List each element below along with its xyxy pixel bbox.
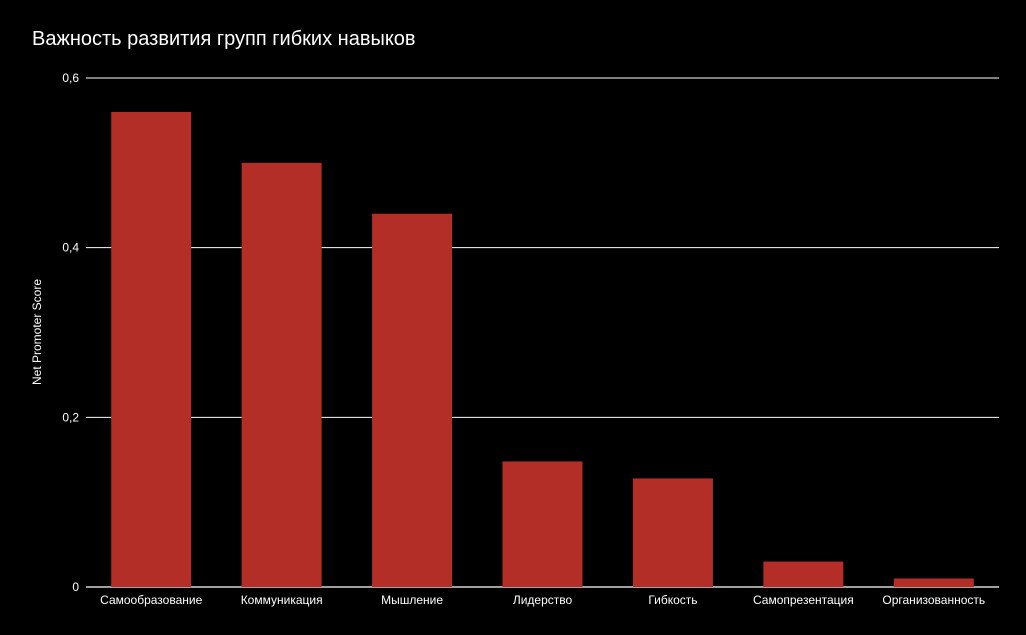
bar: [632, 478, 713, 587]
x-tick-label: Коммуникация: [241, 593, 323, 607]
bar: [763, 561, 844, 587]
bar: [372, 213, 453, 587]
chart-title: Важность развития групп гибких навыков: [32, 28, 416, 50]
y-tick-label: 0: [72, 580, 79, 594]
bar: [893, 578, 974, 587]
x-tick-label: Самопрезентация: [753, 593, 854, 607]
bar: [502, 461, 583, 587]
x-tick-label: Самообразование: [100, 593, 202, 607]
x-tick-label: Лидерство: [513, 593, 573, 607]
bar: [111, 111, 192, 587]
bars: [111, 111, 974, 588]
x-axis-tick-labels: Самообразование Коммуникация Мышление Лидер…: [100, 593, 985, 607]
x-tick-label: Гибкость: [648, 593, 697, 607]
x-tick-label: Мышление: [381, 593, 443, 607]
bar: [241, 162, 322, 588]
y-tick-label: 0,6: [62, 71, 79, 85]
y-axis-tick-labels: 0 0,2 0,4 0,6: [62, 71, 79, 594]
x-tick-label: Организованность: [882, 593, 985, 607]
y-tick-label: 0,2: [62, 410, 79, 424]
y-axis-title: Net Promoter Score: [30, 279, 44, 385]
y-tick-label: 0,4: [62, 241, 79, 255]
